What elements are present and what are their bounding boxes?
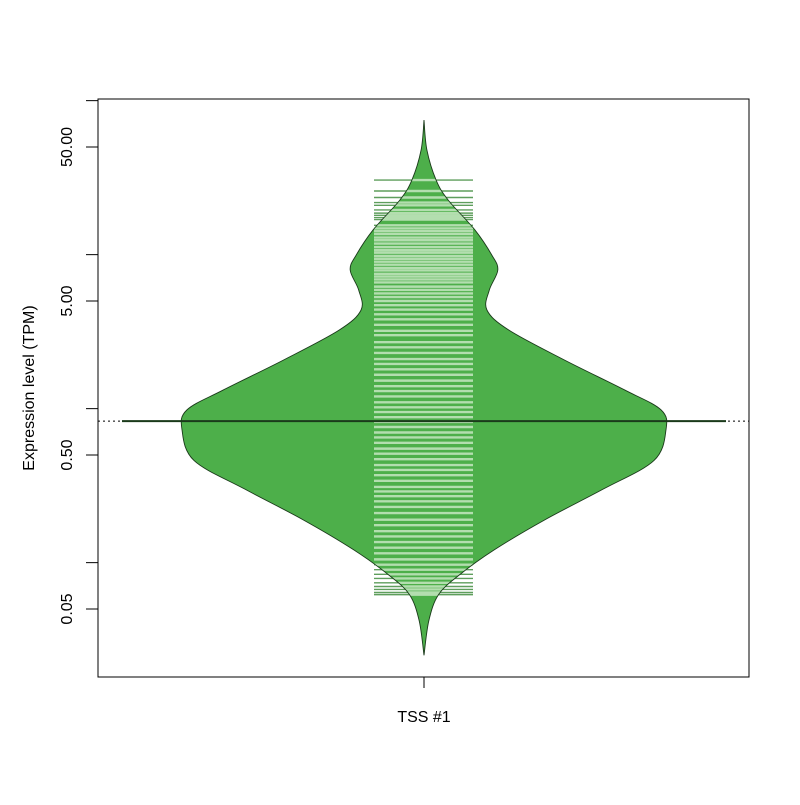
y-axis-label: Expression level (TPM) bbox=[21, 305, 38, 470]
y-tick-label: 50.00 bbox=[59, 127, 76, 167]
y-tick-label: 5.00 bbox=[59, 285, 76, 316]
x-tick-label: TSS #1 bbox=[397, 709, 450, 726]
y-tick-label: 0.50 bbox=[59, 439, 76, 470]
y-tick-label: 0.05 bbox=[59, 593, 76, 624]
y-axis: 50.00 5.00 0.50 0.05 bbox=[59, 100, 98, 625]
beanlines-inside bbox=[374, 178, 473, 596]
bean-layer bbox=[98, 120, 749, 656]
bean-outline bbox=[180, 120, 668, 656]
x-axis: TSS #1 bbox=[397, 677, 451, 726]
bean-shape bbox=[181, 120, 667, 656]
